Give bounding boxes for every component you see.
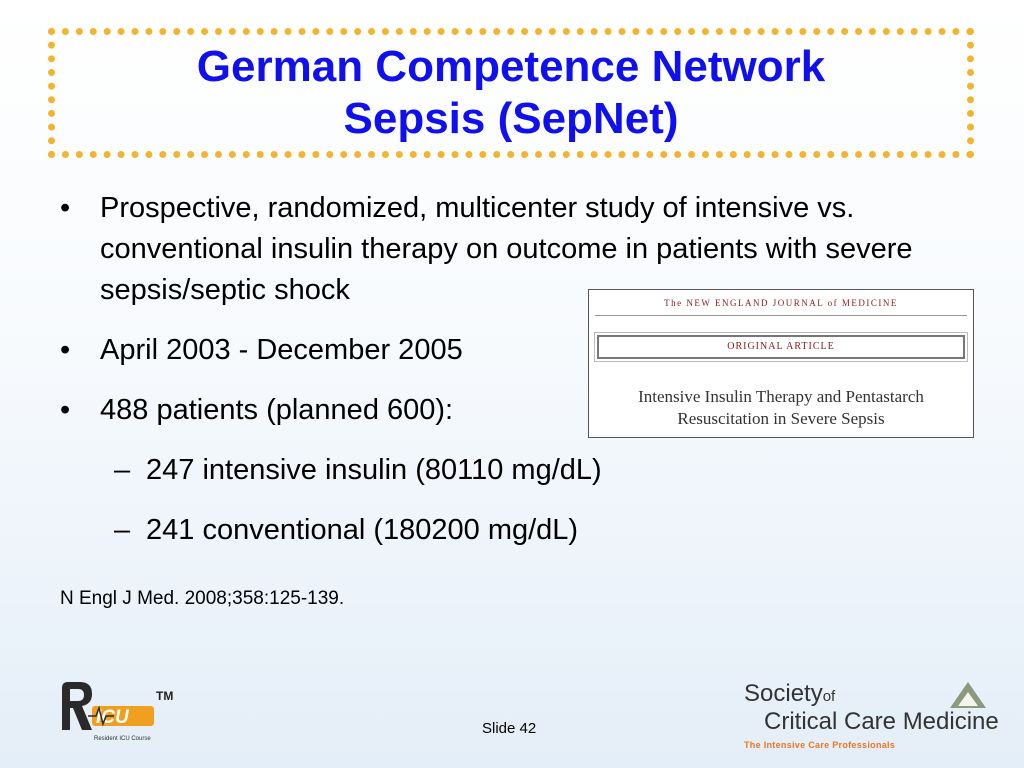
section-label: ORIGINAL ARTICLE bbox=[594, 332, 968, 362]
sccm-line-2: Critical Care Medicine bbox=[764, 708, 999, 735]
nejm-article-image: The NEW ENGLAND JOURNAL of MEDICINE ORIG… bbox=[588, 289, 974, 438]
sub-bullet-conventional: – 241 conventional (180200 mg/dL) bbox=[60, 510, 950, 550]
bullet-text: 488 patients (planned 600): bbox=[100, 394, 454, 426]
article-title-line-2: Resuscitation in Severe Sepsis bbox=[677, 409, 885, 428]
bullet-marker: • bbox=[60, 334, 71, 366]
bullet-marker: • bbox=[60, 394, 71, 426]
sub-bullet-intensive: – 247 intensive insulin (80110 mg/dL) bbox=[60, 450, 950, 490]
sub-bullet-text: 247 intensive insulin (80110 mg/dL) bbox=[146, 454, 602, 486]
sccm-logo: Societyof Critical Care Medicine The Int… bbox=[740, 680, 1000, 754]
journal-name: The NEW ENGLAND JOURNAL of MEDICINE bbox=[664, 298, 898, 308]
ricu-letters: ICU bbox=[96, 707, 130, 728]
bullet-dates: • April 2003 - December 2005 bbox=[60, 330, 950, 371]
slide-number: Slide 42 bbox=[482, 720, 537, 737]
bullet-text: Prospective, randomized, multicenter stu… bbox=[100, 192, 913, 306]
bullet-patients: • 488 patients (planned 600): bbox=[60, 390, 950, 431]
divider bbox=[595, 315, 967, 316]
article-title-line-1: Intensive Insulin Therapy and Pentastarc… bbox=[638, 387, 924, 406]
ricu-tm: TM bbox=[156, 689, 173, 703]
sccm-society: Society bbox=[744, 680, 823, 707]
slide-title-line-1: German Competence Network bbox=[196, 42, 826, 91]
sccm-of: of bbox=[822, 688, 836, 705]
sccm-line-1: Societyof bbox=[744, 680, 835, 708]
article-title: Intensive Insulin Therapy and Pentastarc… bbox=[589, 386, 973, 430]
sccm-triangle-icon bbox=[950, 682, 986, 708]
slide-body: • Prospective, randomized, multicenter s… bbox=[60, 188, 950, 570]
sccm-tagline: The Intensive Care Professionals bbox=[744, 740, 896, 750]
ricu-logo: ICU TM Resident ICU Course bbox=[58, 680, 188, 751]
ricu-logo-icon: ICU TM Resident ICU Course bbox=[62, 682, 173, 742]
title-frame: German Competence Network Sepsis (SepNet… bbox=[48, 28, 974, 158]
sub-bullet-marker: – bbox=[114, 514, 131, 546]
sub-bullet-text: 241 conventional (180200 mg/dL) bbox=[146, 514, 579, 546]
bullet-marker: • bbox=[60, 192, 71, 224]
citation: N Engl J Med. 2008;358:125-139. bbox=[60, 588, 345, 609]
sub-bullet-marker: – bbox=[114, 454, 131, 486]
bullet-text: April 2003 - December 2005 bbox=[100, 334, 463, 366]
ricu-tagline: Resident ICU Course bbox=[94, 736, 151, 742]
bullet-study-design: • Prospective, randomized, multicenter s… bbox=[60, 188, 980, 311]
slide-title-line-2: Sepsis (SepNet) bbox=[343, 94, 679, 143]
